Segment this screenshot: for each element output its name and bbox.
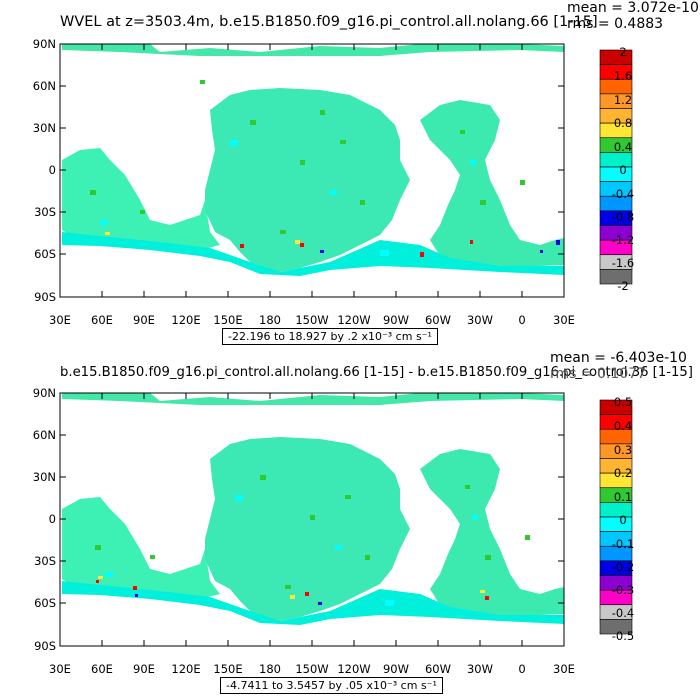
colorbar-label: 0.3 [613,443,633,457]
colorbar-swatch [599,269,633,285]
colorbar-swatch [599,619,633,635]
colorbar-label: 0 [619,513,627,527]
lon-label: 30E [49,662,71,676]
lon-label: 60W [424,662,451,676]
lat-label: 90S [34,290,56,304]
colorbar-label: -0.1 [611,537,635,551]
colorbar-label: -0.5 [611,629,635,643]
colorbar-label: 0.2 [613,466,633,480]
lat-label: 60N [32,428,56,442]
lat-label: 90N [32,37,56,51]
colorbar-label: 0.1 [613,490,633,504]
colorbar-label: 1.2 [613,93,633,107]
colorbar-label: -0.8 [611,210,635,224]
ocean-field [62,393,564,625]
colorbar-label: 0.5 [613,395,633,409]
colorbar-label: 0.4 [613,419,633,433]
axis-ticks [59,43,565,298]
lon-label: 60E [91,313,113,327]
lon-label: 60W [424,313,451,327]
map-canvas [59,392,633,647]
lon-label: 90W [382,662,409,676]
lon-label: 120E [171,313,201,327]
lon-label: 90W [382,313,409,327]
contour-range: -22.196 to 18.927 by .2 x10⁻³ cm s⁻¹ [222,328,438,345]
colorbar-label: -0.4 [611,606,635,620]
ocean-field [62,44,564,276]
lon-label: 30E [49,313,71,327]
lat-label: 30N [32,470,56,484]
lat-label: 0 [48,163,56,177]
lon-label: 0 [518,662,526,676]
lon-label: 0 [518,313,526,327]
lat-label: 0 [48,512,56,526]
colorbar-label: 1.6 [613,69,633,83]
lat-label: 60S [34,596,56,610]
plot-title: WVEL at z=3503.4m, b.e15.B1850.f09_g16.p… [60,14,598,30]
lon-label: 30W [466,313,493,327]
lon-label: 150W [295,313,329,327]
mean-value: mean = 3.072e-10 [567,0,699,16]
colorbar-label: 0.8 [613,116,633,130]
colorbar-label: 2 [619,45,627,59]
lon-label: 30W [466,662,493,676]
lat-label: 90N [32,386,56,400]
lon-label: 60E [91,662,113,676]
lat-label: 30N [32,121,56,135]
lon-label: 120E [171,662,201,676]
lon-label: 90E [133,662,155,676]
colorbar-label: 0.4 [613,140,633,154]
lon-label: 30E [553,662,575,676]
colorbar-label: -2 [617,279,629,293]
contour-range: -4.7411 to 3.5457 by .05 x10⁻³ cm s⁻¹ [220,677,443,694]
lat-label: 30S [34,554,56,568]
colorbar-label: -0.4 [611,187,635,201]
lat-label: 60N [32,79,56,93]
colorbar-label: -1.2 [611,233,635,247]
lon-label: 90E [133,313,155,327]
lon-label: 150W [295,662,329,676]
lon-label: 150E [213,662,243,676]
lon-label: 30E [553,313,575,327]
colorbar-label: -1.6 [611,256,635,270]
colorbar [599,399,633,635]
map-canvas [59,43,633,298]
colorbar [599,49,633,285]
lon-label: 180 [259,662,281,676]
lat-label: 30S [34,205,56,219]
colorbar-label: -0.3 [611,583,635,597]
lon-label: 150E [213,313,243,327]
rms-value: rms = 0.4883 [567,16,664,32]
rms-value: rms = 0.1077 [550,366,647,382]
panel-bottom: b.e15.B1850.f09_g16.pi_control.all.nolan… [0,350,700,700]
axis-ticks [59,392,565,647]
plot-title: b.e15.B1850.f09_g16.pi_control.all.nolan… [60,365,693,380]
lat-label: 60S [34,247,56,261]
colorbar-label: 0 [619,163,627,177]
lat-label: 90S [34,639,56,653]
lon-label: 120W [337,313,371,327]
colorbar-label: -0.2 [611,560,635,574]
mean-value: mean = -6.403e-10 [550,350,687,366]
lon-label: 180 [259,313,281,327]
panel-top: WVEL at z=3503.4m, b.e15.B1850.f09_g16.p… [32,0,699,345]
lon-label: 120W [337,662,371,676]
